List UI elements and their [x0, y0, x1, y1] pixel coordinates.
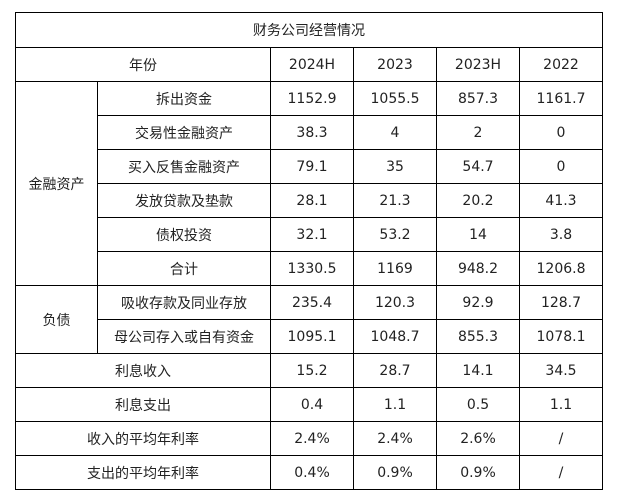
cell-value: 0.4 [270, 387, 354, 422]
cell-value: 1.1 [353, 387, 437, 422]
title-row: 财务公司经营情况 [15, 12, 603, 48]
table-row: 利息支出 0.4 1.1 0.5 1.1 [15, 387, 603, 422]
cell-value: 2.4% [270, 421, 354, 456]
cell-value: 2.4% [353, 421, 437, 456]
cell-value: 0 [519, 149, 603, 184]
cell-value: 0.4% [270, 455, 354, 490]
cell-value: 120.3 [353, 285, 437, 320]
cell-value: 1095.1 [270, 319, 354, 354]
cell-value: 857.3 [436, 81, 520, 116]
table-row: 买入反售金融资产 79.1 35 54.7 0 [16, 149, 603, 184]
cell-value: 38.3 [270, 115, 354, 150]
cell-value: 1152.9 [270, 81, 354, 116]
row-label: 收入的平均年利率 [15, 421, 271, 456]
group-label-assets: 金融资产 [15, 81, 98, 286]
cell-value: 1078.1 [519, 319, 603, 354]
table-row: 发放贷款及垫款 28.1 21.3 20.2 41.3 [16, 183, 603, 218]
row-label: 拆出资金 [97, 81, 271, 116]
cell-value: 14 [436, 217, 520, 252]
cell-value: 92.9 [436, 285, 520, 320]
table-row: 负债 吸收存款及同业存放 235.4 120.3 92.9 128.7 [15, 285, 603, 354]
cell-value: 20.2 [436, 183, 520, 218]
header-year: 2024H [270, 47, 354, 82]
cell-value: 28.1 [270, 183, 354, 218]
row-label: 债权投资 [97, 217, 271, 252]
cell-value: 2 [436, 115, 520, 150]
row-label: 利息支出 [15, 387, 271, 422]
cell-value: 1055.5 [353, 81, 437, 116]
cell-value: 855.3 [436, 319, 520, 354]
cell-value: 1169 [353, 251, 437, 286]
header-row: 年份 2024H 2023 2023H 2022 [15, 47, 603, 82]
cell-value: 1206.8 [519, 251, 603, 286]
table-row: 合计 1330.5 1169 948.2 1206.8 [16, 251, 603, 286]
table-row: 收入的平均年利率 2.4% 2.4% 2.6% / [15, 421, 603, 456]
row-label: 支出的平均年利率 [15, 455, 271, 490]
cell-value: 35 [353, 149, 437, 184]
header-year: 2022 [519, 47, 603, 82]
row-label: 买入反售金融资产 [97, 149, 271, 184]
cell-value: 28.7 [353, 353, 437, 388]
cell-value: 0.5 [436, 387, 520, 422]
group-label-liabilities: 负债 [15, 285, 98, 354]
cell-value: 235.4 [270, 285, 354, 320]
cell-value: 2.6% [436, 421, 520, 456]
cell-value: 1.1 [519, 387, 603, 422]
table-row: 金融资产 拆出资金 1152.9 1055.5 857.3 1161.7 [15, 81, 603, 286]
cell-value: 53.2 [353, 217, 437, 252]
table-row: 交易性金融资产 38.3 4 2 0 [16, 115, 603, 150]
table-row: 利息收入 15.2 28.7 14.1 34.5 [15, 353, 603, 388]
cell-value: 3.8 [519, 217, 603, 252]
cell-value: / [519, 455, 603, 490]
row-label: 吸收存款及同业存放 [97, 285, 271, 320]
finance-table: 财务公司经营情况 年份 2024H 2023 2023H 2022 金融资产 拆… [15, 12, 603, 490]
cell-value: 948.2 [436, 251, 520, 286]
row-label: 利息收入 [15, 353, 271, 388]
row-label: 合计 [97, 251, 271, 286]
header-year-label: 年份 [15, 47, 271, 82]
cell-value: / [519, 421, 603, 456]
cell-value: 79.1 [270, 149, 354, 184]
table-row: 债权投资 32.1 53.2 14 3.8 [16, 217, 603, 252]
table-row: 支出的平均年利率 0.4% 0.9% 0.9% / [15, 455, 603, 490]
row-label: 发放贷款及垫款 [97, 183, 271, 218]
cell-value: 128.7 [519, 285, 603, 320]
cell-value: 1330.5 [270, 251, 354, 286]
cell-value: 34.5 [519, 353, 603, 388]
cell-value: 14.1 [436, 353, 520, 388]
cell-value: 32.1 [270, 217, 354, 252]
header-year: 2023H [436, 47, 520, 82]
cell-value: 1048.7 [353, 319, 437, 354]
row-label: 交易性金融资产 [97, 115, 271, 150]
cell-value: 41.3 [519, 183, 603, 218]
cell-value: 0.9% [353, 455, 437, 490]
table-title: 财务公司经营情况 [15, 12, 603, 48]
cell-value: 15.2 [270, 353, 354, 388]
header-year: 2023 [353, 47, 437, 82]
cell-value: 1161.7 [519, 81, 603, 116]
cell-value: 0.9% [436, 455, 520, 490]
cell-value: 4 [353, 115, 437, 150]
table-row: 母公司存入或自有资金 1095.1 1048.7 855.3 1078.1 [16, 319, 603, 354]
cell-value: 0 [519, 115, 603, 150]
row-label: 母公司存入或自有资金 [97, 319, 271, 354]
cell-value: 54.7 [436, 149, 520, 184]
cell-value: 21.3 [353, 183, 437, 218]
